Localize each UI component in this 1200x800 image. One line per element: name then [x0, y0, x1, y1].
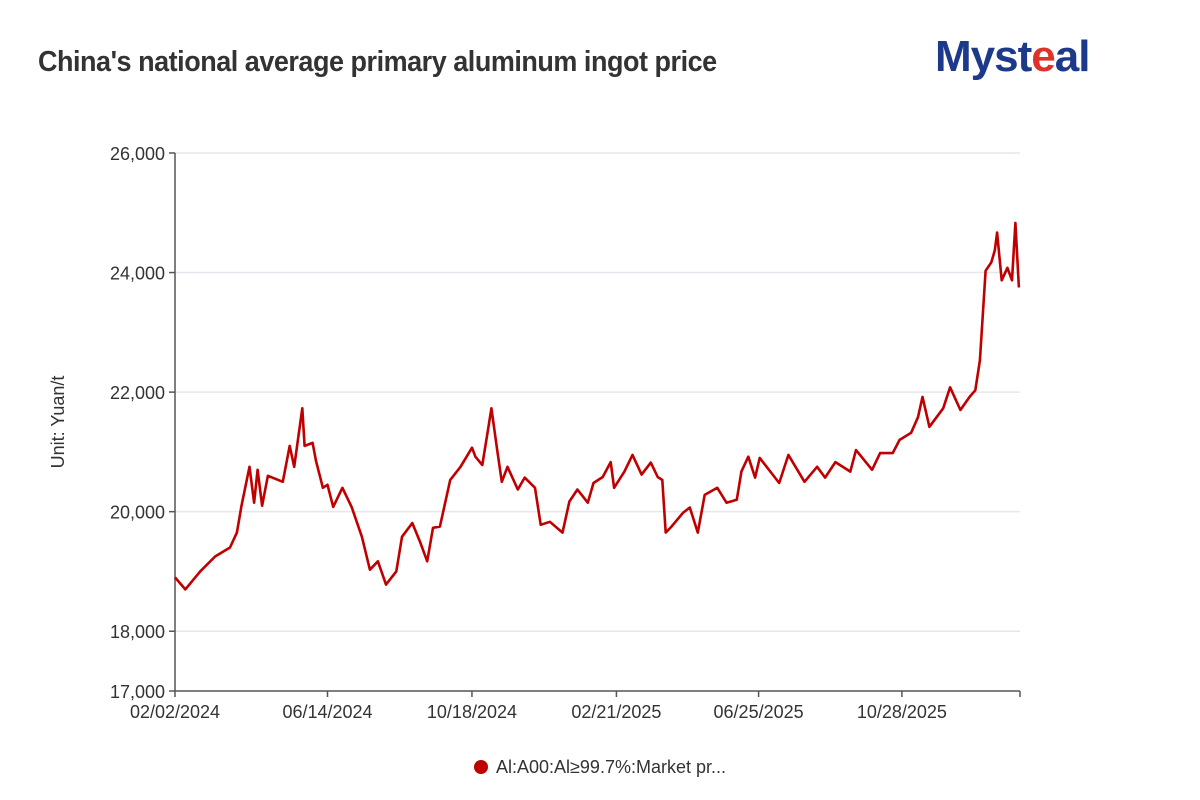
legend-label: Al:A00:Al≥99.7%:Market pr...: [496, 757, 726, 777]
y-axis-label: Unit: Yuan/t: [48, 376, 68, 469]
x-tick-label: 02/02/2024: [130, 702, 220, 722]
x-tick-label: 02/21/2025: [571, 702, 661, 722]
x-tick-label: 06/14/2024: [282, 702, 372, 722]
x-tick-label: 10/28/2025: [857, 702, 947, 722]
y-tick-label: 24,000: [110, 264, 165, 284]
x-tick-label: 10/18/2024: [427, 702, 517, 722]
y-tick-label: 17,000: [110, 682, 165, 702]
y-tick-label: 20,000: [110, 503, 165, 523]
chart-title: China's national average primary aluminu…: [38, 46, 717, 78]
y-tick-label: 22,000: [110, 383, 165, 403]
legend-marker-icon: [474, 760, 488, 774]
mysteel-logo: Mysteal: [935, 32, 1090, 81]
y-tick-label: 26,000: [110, 144, 165, 164]
x-tick-label: 06/25/2025: [714, 702, 804, 722]
y-tick-label: 18,000: [110, 622, 165, 642]
legend[interactable]: Al:A00:Al≥99.7%:Market pr...: [0, 757, 1200, 778]
series-line: [174, 221, 1021, 591]
